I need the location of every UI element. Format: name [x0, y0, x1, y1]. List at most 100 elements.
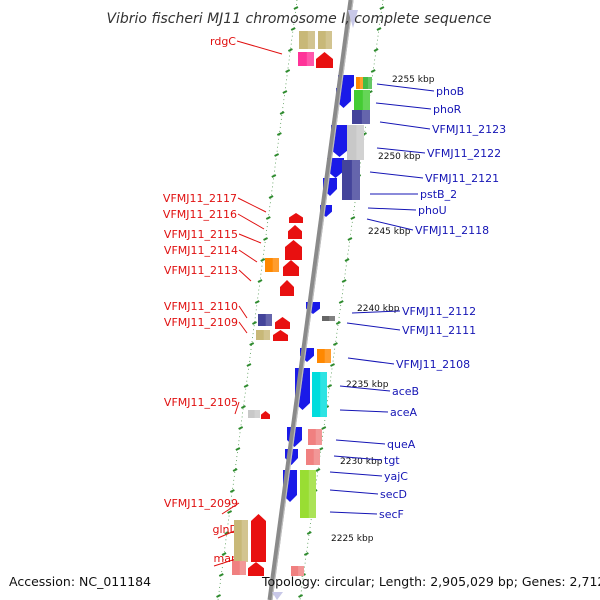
feature-highlight [306, 52, 314, 66]
gene-labels: rdgC VFMJ11_2117 VFMJ11_2116 VFMJ11_2115 VFM… [163, 35, 506, 565]
feature-block [306, 449, 320, 465]
feature-highlight [239, 561, 246, 575]
right-leader-line [346, 322, 401, 331]
right-leader-line [375, 102, 432, 110]
ruler-tick [257, 279, 263, 283]
feature-highlight [320, 372, 327, 417]
right-leader-line [376, 147, 426, 154]
right-leader-line [339, 409, 389, 413]
ruler-tick [265, 216, 271, 220]
ruler-tick [235, 447, 241, 451]
feature-highlight [367, 77, 372, 89]
left-leader-line [237, 197, 267, 213]
left-leader-line [238, 233, 262, 244]
right-gene-label: aceA [390, 406, 418, 419]
ruler-tick [224, 531, 230, 535]
gene-features [232, 31, 372, 576]
right-leader-line [376, 83, 435, 92]
ruler-kbp-label: 2235 kbp [346, 380, 389, 390]
ruler-tick [373, 48, 379, 52]
right-gene-label: VFMJ11_2123 [432, 123, 506, 136]
feature-block [258, 314, 272, 326]
backbone-start-marker [272, 592, 283, 600]
right-gene-label: queA [387, 438, 416, 451]
feature-highlight [315, 429, 322, 445]
feature-highlight [241, 520, 248, 562]
right-leader-line [369, 171, 424, 179]
ruler-tick [298, 594, 304, 598]
ruler-kbp-label: 2225 kbp [331, 534, 374, 544]
ruler-tick [315, 468, 321, 472]
feature-highlight [329, 316, 335, 321]
ruler-tick [216, 594, 221, 598]
right-gene-label: aceB [392, 385, 419, 398]
left-leader-line [234, 401, 240, 415]
ruler-tick [290, 27, 296, 31]
right-leader-line [329, 471, 383, 477]
ruler-tick [268, 195, 274, 199]
ruler-tick [376, 27, 382, 31]
forward-gene-arrow [275, 317, 290, 329]
ruler-tick [229, 489, 235, 493]
ruler-tick [238, 426, 244, 430]
ruler-tick [271, 174, 277, 178]
right-leader-line [366, 218, 414, 231]
ruler-tick [263, 237, 268, 241]
left-leader-line [238, 305, 248, 319]
ruler-tick [321, 426, 327, 430]
feature-highlight [356, 125, 364, 160]
ruler-tick [240, 405, 246, 409]
right-gene-label: VFMJ11_2108 [396, 358, 470, 371]
left-gene-label: VFMJ11_2114 [164, 244, 238, 257]
ruler-kbp-label: 2230 kbp [340, 457, 383, 467]
right-gene-label: VFMJ11_2112 [402, 305, 476, 318]
feature-block [356, 77, 363, 89]
feature-block [317, 349, 331, 363]
feature-highlight [265, 314, 272, 326]
forward-gene-arrow [273, 330, 288, 341]
feature-highlight [359, 77, 363, 89]
right-leader-line [347, 357, 395, 365]
label-leader-lines [213, 40, 435, 567]
left-leader-line [238, 249, 258, 263]
right-gene-label: VFMJ11_2122 [427, 147, 501, 160]
right-leader-line [351, 310, 401, 314]
left-gene-label: VFMJ11_2113 [164, 264, 238, 277]
feature-block [265, 258, 279, 272]
ruler-tick [330, 363, 335, 367]
ruler-kbp-label: 2245 kbp [368, 227, 411, 237]
forward-gene-arrow [285, 240, 302, 260]
feature-highlight [263, 330, 270, 340]
feature-highlight [308, 470, 316, 518]
ruler-tick [227, 510, 233, 514]
ruler-tick [285, 69, 291, 73]
feature-highlight [313, 449, 320, 465]
right-gene-label: phoR [433, 103, 462, 116]
ruler-tick [218, 573, 224, 577]
right-leader-line [379, 121, 431, 130]
feature-highlight [351, 160, 360, 200]
feature-block [232, 561, 246, 575]
forward-gene-arrow [280, 280, 294, 296]
left-leader-line [238, 321, 248, 334]
right-gene-label: VFMJ11_2121 [425, 172, 499, 185]
feature-block [248, 410, 260, 418]
feature-highlight [298, 566, 304, 576]
feature-block [312, 372, 327, 417]
feature-block [342, 160, 360, 200]
feature-highlight [272, 258, 279, 272]
left-gene-label: VFMJ11_2115 [164, 228, 238, 241]
forward-gene-arrow [248, 562, 264, 576]
ruler-tick [279, 111, 285, 115]
left-leader-line [238, 269, 252, 282]
ruler-kbp-label: 2240 kbp [357, 304, 400, 314]
right-leader-line [339, 385, 391, 392]
ruler-tick [232, 468, 238, 472]
ruler-tick [252, 321, 257, 325]
left-leader-line [236, 40, 283, 55]
backbone-end-marker [348, 10, 358, 28]
right-gene-label: secF [379, 508, 404, 521]
left-leader-line [221, 502, 240, 515]
ruler-tick [335, 321, 341, 325]
